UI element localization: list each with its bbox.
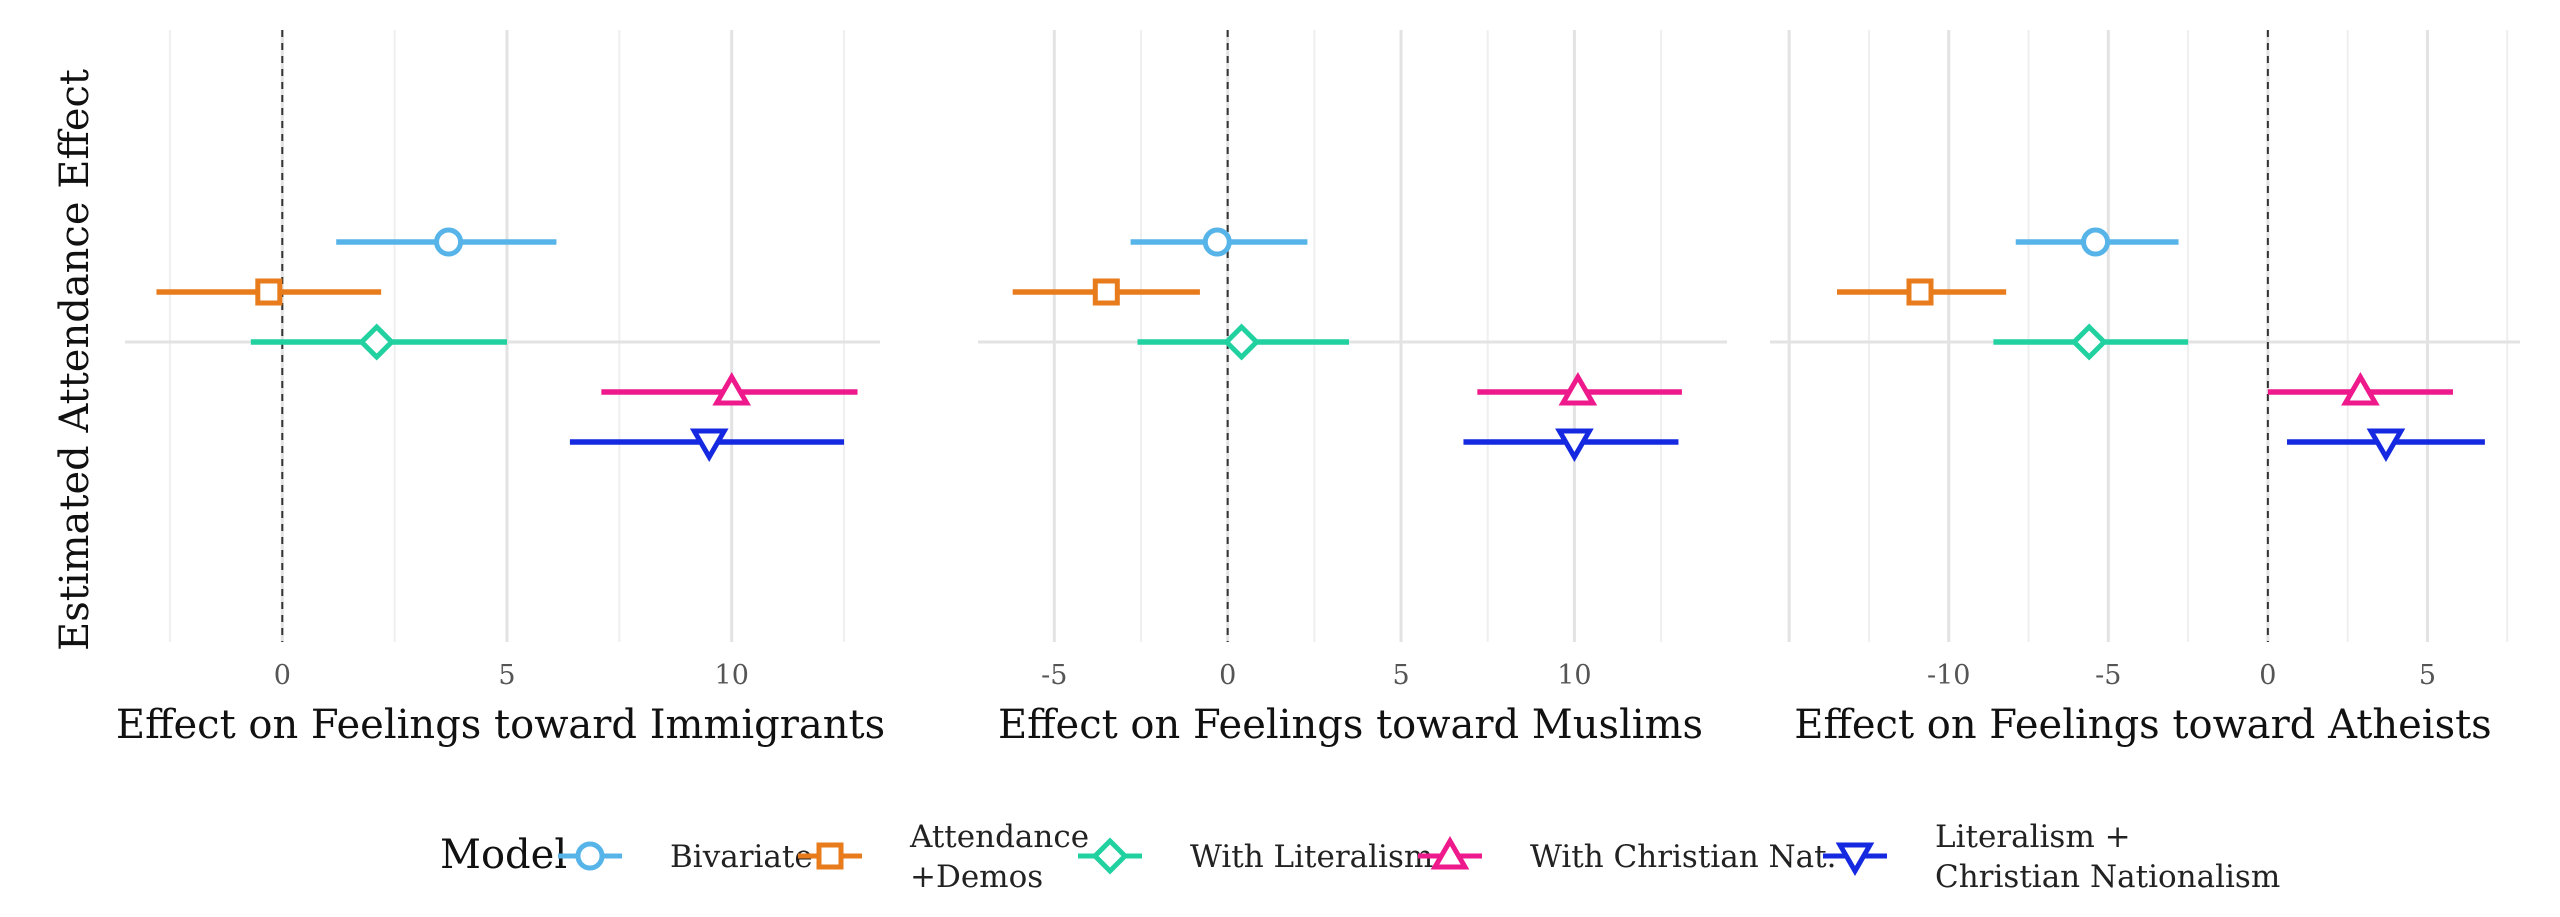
x-axis-label: Effect on Feelings toward Atheists — [1794, 702, 2491, 748]
x-tick-label: 10 — [715, 660, 749, 691]
point-estimate — [2070, 323, 2108, 361]
estimate-literalism-christian-nationalism — [569, 428, 845, 463]
x-tick-label: 0 — [1219, 660, 1236, 691]
panels: 0 5 10 Effect on Feelings toward Immigrants… — [116, 30, 2520, 748]
legend-entry-bivariate: Bivariate — [558, 839, 813, 875]
x-tick-label: 0 — [2259, 660, 2276, 691]
legend-entry-literalism-christian-nationalism: Literalism + Christian Nationalism — [1823, 819, 2280, 895]
x-tick-label: -5 — [1041, 660, 1067, 691]
point-estimate — [2366, 428, 2406, 463]
estimate-with-literalism — [1993, 323, 2189, 361]
legend-label: With Literalism — [1190, 839, 1433, 875]
legend-label: Attendance — [909, 819, 1089, 855]
estimate-with-christian-nat — [2267, 371, 2453, 406]
estimate-bivariate — [336, 227, 557, 257]
x-axis-label: Effect on Feelings toward Immigrants — [116, 702, 885, 748]
estimate-with-literalism — [250, 323, 507, 361]
legend-label: Bivariate — [670, 839, 813, 875]
legend-key-marker — [575, 841, 605, 871]
x-tick-label: 5 — [1392, 660, 1409, 691]
legend-label: +Demos — [910, 859, 1043, 895]
point-estimate — [1092, 278, 1120, 306]
x-tick-label: 5 — [498, 660, 515, 691]
point-estimate — [1558, 371, 1598, 406]
x-tick-label: -5 — [2095, 660, 2121, 691]
panel-effect-on-feelings-toward-muslims: -5 0 5 10 Effect on Feelings toward Muslims — [978, 30, 1727, 748]
panel-effect-on-feelings-toward-atheists: -10 -5 0 5 Effect on Feelings toward Atheist… — [1770, 30, 2520, 748]
point-estimate — [2081, 227, 2111, 257]
legend-entry-with-literalism: With Literalism — [1078, 837, 1433, 875]
point-estimate — [1202, 227, 1232, 257]
estimate-with-literalism — [1137, 323, 1350, 361]
estimate-attendance-demos — [1012, 278, 1200, 306]
estimate-attendance-demos — [156, 278, 382, 306]
x-tick-label: 5 — [2419, 660, 2436, 691]
estimate-bivariate — [2015, 227, 2179, 257]
legend-label: With Christian Nat. — [1530, 839, 1836, 875]
panel-effect-on-feelings-toward-immigrants: 0 5 10 Effect on Feelings toward Immigrants — [116, 30, 885, 748]
legend-label: Literalism + — [1935, 819, 2131, 855]
y-axis-label: Estimated Attendance Effect — [52, 69, 98, 651]
x-tick-label: 10 — [1557, 660, 1591, 691]
estimate-with-christian-nat — [601, 371, 858, 406]
point-estimate — [1906, 278, 1934, 306]
legend-title: Model — [440, 832, 567, 878]
x-tick-label: -10 — [1927, 660, 1970, 691]
estimate-bivariate — [1130, 227, 1308, 257]
estimate-with-christian-nat — [1477, 371, 1682, 406]
x-tick-label: 0 — [274, 660, 291, 691]
legend-entry-with-christian-nat: With Christian Nat. — [1418, 835, 1836, 875]
estimate-literalism-christian-nationalism — [1463, 428, 1679, 463]
legend-key-marker — [1091, 837, 1129, 875]
estimate-attendance-demos — [1837, 278, 2007, 306]
legend-key-marker — [1430, 835, 1470, 870]
point-estimate — [1555, 428, 1594, 463]
legend-key-marker — [1835, 842, 1875, 877]
point-estimate — [2341, 371, 2380, 406]
legend: Model Bivariate Attendance +Demos With Lite… — [440, 819, 2280, 895]
legend-entry-attendance-demos: Attendance +Demos — [798, 819, 1089, 895]
point-estimate — [358, 323, 396, 361]
estimate-literalism-christian-nationalism — [2287, 428, 2485, 463]
point-estimate — [255, 278, 283, 306]
point-estimate — [689, 428, 729, 463]
legend-label: Christian Nationalism — [1935, 859, 2280, 895]
x-axis-label: Effect on Feelings toward Muslims — [998, 702, 1703, 748]
point-estimate — [434, 227, 464, 257]
legend-key-marker — [816, 842, 844, 870]
point-estimate — [1223, 323, 1261, 361]
point-estimate — [712, 371, 752, 406]
